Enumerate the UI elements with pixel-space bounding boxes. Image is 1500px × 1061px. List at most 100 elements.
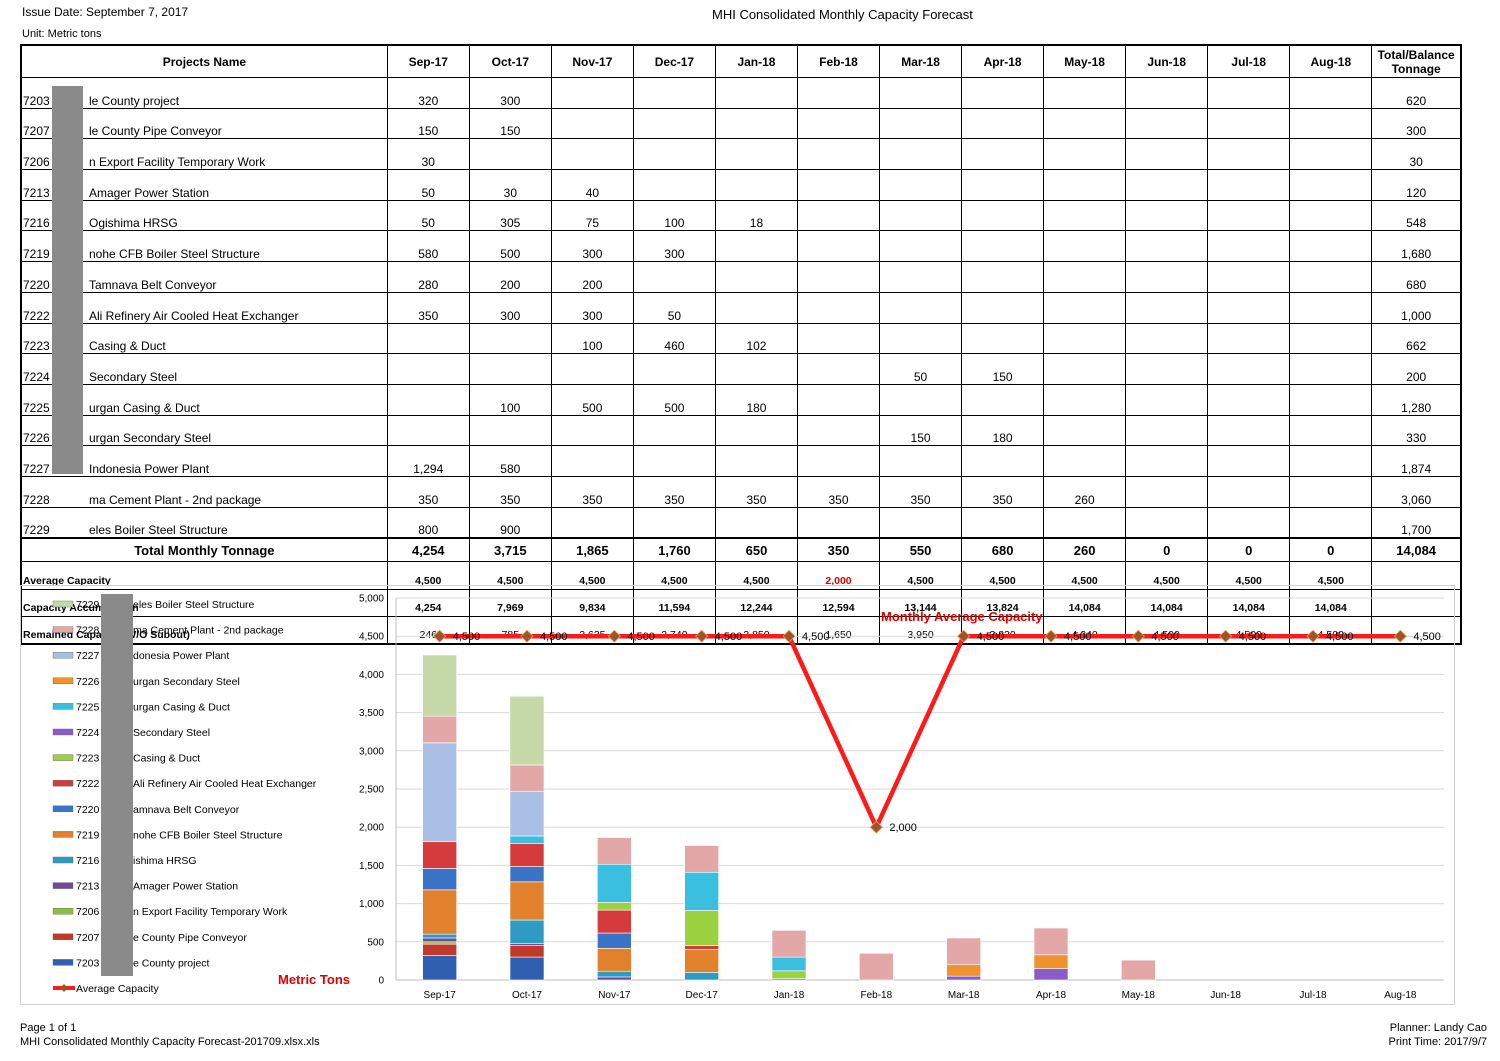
average-capacity-row-value: 4,500: [714, 561, 798, 590]
column-header-month: Mar-18: [879, 44, 963, 78]
value-cell: 500: [550, 383, 634, 416]
column-header-month: Feb-18: [796, 44, 881, 78]
value-cell: 800: [386, 506, 470, 539]
value-cell: 100: [550, 322, 634, 355]
value-cell: 350: [632, 475, 716, 508]
line-data-label: 4,500: [802, 631, 830, 643]
legend-series-id: 7222: [76, 778, 100, 790]
value-cell: [796, 138, 881, 171]
y-tick-label: 1,500: [359, 861, 384, 872]
value-cell: 18: [714, 199, 798, 232]
value-cell: [714, 506, 798, 539]
x-tick-label: Apr-18: [1036, 990, 1066, 1001]
bar-segment: [597, 902, 632, 911]
legend-series-label: Amager Power Station: [133, 881, 238, 893]
value-cell: [1289, 230, 1373, 263]
line-data-label: 4,500: [1413, 631, 1441, 643]
bar-segment: [509, 945, 545, 958]
bar-segment: [597, 837, 632, 865]
value-cell: 350: [714, 475, 798, 508]
value-cell: 580: [468, 445, 552, 477]
bar-segment: [684, 945, 719, 950]
table-row: 7225 urgan Casing & Duct 100 500 500 180 1,280: [20, 383, 1462, 416]
capacity-accumulation-row-value: 12,244: [714, 588, 798, 617]
table-row: 7216 Ogishima HRSG 50 305 75 100 18 548: [20, 199, 1462, 232]
value-cell: [879, 138, 963, 171]
value-cell: [961, 445, 1045, 477]
project-id: 7225: [23, 400, 50, 415]
value-cell: [1125, 383, 1209, 416]
total-monthly-row: Total Monthly Tonnage 4,254 3,715 1,865 1,76…: [20, 537, 1462, 563]
project-name: ma Cement Plant - 2nd package: [89, 492, 262, 507]
value-cell: [796, 353, 881, 385]
bar-segment: [946, 964, 981, 977]
legend-series-id: 7229: [76, 599, 100, 611]
legend-series-id: 7225: [76, 701, 100, 713]
value-cell: [1125, 169, 1209, 201]
value-cell: [1289, 291, 1373, 324]
value-cell: [1043, 506, 1127, 539]
value-cell: [468, 322, 552, 355]
legend-swatch: [52, 908, 74, 915]
bar-segment: [509, 695, 545, 766]
remained-capacity-row-value: 3,950: [879, 615, 963, 645]
legend-series-label: e County Pipe Conveyor: [133, 932, 247, 944]
legend-line-label: Average Capacity: [76, 983, 159, 995]
value-cell: [879, 506, 963, 539]
value-cell: [796, 107, 881, 140]
line-marker: [869, 820, 883, 834]
capacity-accumulation-row-value: 14,084: [1043, 588, 1127, 617]
line-marker: [1044, 629, 1058, 643]
value-cell: 75: [550, 199, 634, 232]
value-cell: 1,294: [386, 445, 470, 477]
legend-series-label: donesia Power Plant: [133, 650, 229, 662]
value-cell: [879, 445, 963, 477]
column-header-month: Nov-17: [550, 44, 634, 78]
project-name-cell: 7229 eles Boiler Steel Structure: [20, 506, 388, 539]
line-marker: [695, 629, 709, 643]
capacity-accumulation-row-value: 4,254: [386, 588, 470, 617]
y-tick-label: 3,000: [359, 746, 384, 757]
column-header-month: Sep-17: [386, 44, 470, 78]
value-cell: 305: [468, 199, 552, 232]
x-tick-label: May-18: [1122, 990, 1156, 1001]
project-id: 7222: [23, 308, 50, 323]
legend-series-label: eles Boiler Steel Structure: [133, 599, 255, 611]
value-cell: [879, 169, 963, 201]
y-axis-unit-label: Metric Tons: [278, 972, 350, 987]
value-cell: 350: [386, 475, 470, 508]
bar-segment: [509, 919, 545, 944]
value-cell: [879, 230, 963, 263]
line-marker: [957, 629, 971, 643]
value-cell: [1289, 475, 1373, 508]
legend-series-id: 7207: [76, 932, 100, 944]
value-cell: 300: [468, 77, 552, 109]
total-monthly-row-value: 550: [879, 537, 963, 563]
value-cell: [632, 169, 716, 201]
value-cell: [796, 261, 881, 293]
value-cell: [1207, 230, 1291, 263]
value-cell: 320: [386, 77, 470, 109]
project-id: 7224: [23, 369, 50, 384]
bar-segment: [597, 976, 632, 981]
y-tick-label: 2,000: [359, 823, 384, 834]
value-cell: [550, 414, 634, 447]
line-data-label: 4,500: [627, 631, 655, 643]
bar-segment: [509, 843, 545, 867]
line-data-label: 4,500: [1239, 631, 1267, 643]
x-tick-label: Jan-18: [774, 990, 805, 1001]
value-cell: 150: [468, 107, 552, 140]
value-cell: [550, 138, 634, 171]
value-cell: [1125, 230, 1209, 263]
project-name: Ali Refinery Air Cooled Heat Exchanger: [89, 308, 299, 323]
value-cell: [1043, 414, 1127, 447]
chart-svg: 0 500 1,000 1,500 2,000 2,500 3,000 3,500 4,000 4…: [52, 594, 1444, 1001]
total-monthly-row-value: 0: [1289, 537, 1373, 563]
legend-swatch: [52, 626, 74, 633]
value-cell: [1125, 322, 1209, 355]
value-cell: [468, 353, 552, 385]
value-cell: [1125, 353, 1209, 385]
total-cell: 1,680: [1371, 230, 1462, 263]
value-cell: [714, 138, 798, 171]
average-capacity-row-value: 4,500: [1125, 561, 1209, 590]
